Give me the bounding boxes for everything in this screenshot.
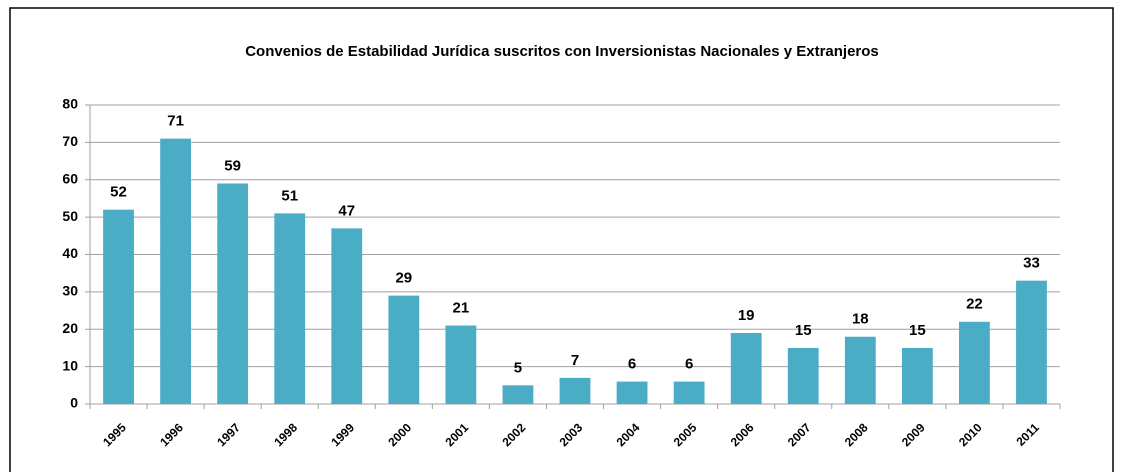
chart-title: Convenios de Estabilidad Jurídica suscri…	[245, 43, 879, 60]
bar	[274, 213, 306, 404]
data-label: 47	[338, 202, 355, 219]
bar	[673, 381, 705, 404]
data-label: 33	[1023, 255, 1040, 272]
data-label: 6	[628, 356, 636, 373]
data-label: 6	[685, 356, 693, 373]
y-tick-label: 60	[62, 170, 78, 186]
data-label: 51	[281, 187, 298, 204]
bar	[959, 321, 990, 404]
y-tick-label: 0	[70, 395, 78, 411]
y-tick-label: 80	[62, 96, 78, 112]
data-label: 59	[224, 157, 241, 174]
bar	[787, 347, 819, 404]
data-label: 7	[571, 352, 579, 369]
data-label: 29	[395, 270, 412, 287]
bar	[502, 385, 534, 404]
y-tick-label: 70	[62, 133, 78, 149]
y-tick-label: 10	[62, 357, 78, 373]
bar	[160, 138, 191, 404]
data-label: 52	[110, 184, 127, 201]
bar	[616, 381, 648, 404]
y-tick-label: 30	[62, 283, 78, 299]
bar	[331, 228, 363, 404]
data-label: 22	[966, 296, 983, 313]
y-tick-label: 20	[62, 320, 78, 336]
bar	[730, 332, 762, 404]
y-tick-label: 40	[62, 245, 78, 261]
bar	[1016, 280, 1047, 404]
data-label: 19	[738, 307, 755, 324]
data-label: 71	[167, 113, 184, 130]
bar	[217, 183, 249, 404]
data-label: 15	[795, 322, 812, 339]
bar	[388, 295, 420, 404]
bar	[844, 336, 876, 404]
data-label: 21	[453, 299, 470, 316]
bar	[445, 325, 477, 404]
data-label: 15	[909, 322, 926, 339]
bar	[901, 347, 933, 404]
bar	[559, 377, 591, 404]
y-tick-label: 50	[62, 208, 78, 224]
bar	[103, 209, 134, 404]
data-label: 5	[514, 359, 522, 376]
data-label: 18	[852, 311, 869, 328]
